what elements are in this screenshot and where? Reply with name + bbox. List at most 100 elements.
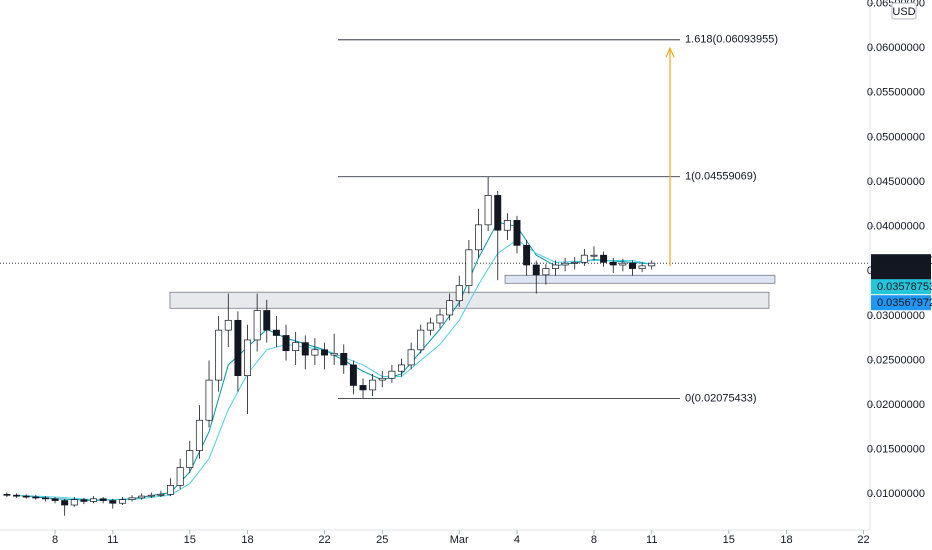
candle-body xyxy=(51,498,59,501)
fib-label: 1(0.04559069) xyxy=(685,171,757,183)
candle-body xyxy=(272,329,280,336)
y-tick-label: 0.05500000 xyxy=(867,87,925,99)
y-tick-label: 0.01500000 xyxy=(867,444,925,456)
candle-body xyxy=(176,467,184,486)
x-tick-label: 15 xyxy=(723,534,735,546)
candle-body xyxy=(590,254,598,257)
candle-body xyxy=(22,495,30,498)
indicator-label: 0.03578753 xyxy=(877,281,932,293)
candle-body xyxy=(61,500,69,506)
candle-body xyxy=(552,264,559,269)
currency-label: USD xyxy=(892,6,915,18)
candle-body xyxy=(513,220,521,246)
candle-body xyxy=(619,262,627,266)
candle-body xyxy=(330,352,338,356)
x-tick-label: 18 xyxy=(241,534,253,546)
candle-body xyxy=(109,500,117,504)
candle-body xyxy=(80,499,88,502)
candle-body xyxy=(359,385,367,391)
x-tick-label: 8 xyxy=(591,534,597,546)
candle-body xyxy=(580,254,588,263)
candle-body xyxy=(446,300,454,316)
indicator-label: 0.03567972 xyxy=(877,297,932,309)
x-tick-label: 18 xyxy=(780,534,792,546)
candle-body xyxy=(244,339,252,376)
candle-body xyxy=(90,498,98,502)
fib-label: 0(0.02075433) xyxy=(685,392,757,404)
candle-body xyxy=(561,262,569,266)
candle-body xyxy=(311,349,319,356)
candle-body xyxy=(436,314,444,324)
candle-body xyxy=(494,195,502,231)
indicator-badge xyxy=(871,295,931,311)
x-tick-label: Mar xyxy=(450,534,469,546)
y-tick-label: 0.04000000 xyxy=(867,221,925,233)
candle-body xyxy=(224,319,232,331)
candle-body xyxy=(99,498,107,501)
candle-body xyxy=(600,254,608,263)
candle-body xyxy=(388,370,396,379)
indicator-badge xyxy=(871,279,931,295)
fib-label: 1.618(0.06093955) xyxy=(685,34,778,46)
y-tick-label: 0.02500000 xyxy=(867,354,925,366)
candle-body xyxy=(407,349,415,366)
candle-body xyxy=(282,335,290,352)
candle-body xyxy=(41,497,49,500)
candle-body xyxy=(128,497,136,501)
candle-body xyxy=(465,249,473,286)
y-tick-label: 0.06000000 xyxy=(867,42,925,54)
candle-body xyxy=(118,499,126,504)
currency-badge xyxy=(891,2,917,20)
candle-body xyxy=(629,262,636,269)
candle-body xyxy=(369,379,377,391)
candle-body xyxy=(292,342,300,352)
candle-body xyxy=(234,319,242,376)
candle-body xyxy=(13,494,21,497)
x-tick-label: 4 xyxy=(514,534,520,546)
candle-body xyxy=(475,224,482,251)
candle-body xyxy=(426,322,434,331)
candle-body xyxy=(571,261,579,264)
candle-body xyxy=(340,352,348,366)
candle-body xyxy=(70,499,78,506)
candle-body xyxy=(398,364,405,372)
x-tick-label: 15 xyxy=(184,534,196,546)
countdown-label: 03:41:16 xyxy=(877,269,920,281)
candle-body xyxy=(609,261,617,266)
y-tick-label: 0.03000000 xyxy=(867,310,925,322)
y-tick-label: 0.05000000 xyxy=(867,131,925,143)
last-price-badge xyxy=(871,254,931,284)
candle-body xyxy=(253,310,261,341)
candle-body xyxy=(301,342,309,356)
candle-body xyxy=(195,419,203,451)
x-tick-label: 22 xyxy=(318,534,330,546)
candle-body xyxy=(147,494,155,497)
candle-body xyxy=(484,195,492,226)
candle-body xyxy=(167,485,175,495)
candle-body xyxy=(321,349,328,356)
candle-body xyxy=(138,495,146,499)
y-tick-label: 0.04500000 xyxy=(867,176,925,188)
last-price-label: 0.03590200 xyxy=(877,255,932,267)
x-tick-label: 25 xyxy=(376,534,388,546)
x-tick-label: 11 xyxy=(107,534,118,546)
candle-body xyxy=(205,379,213,421)
candle-body xyxy=(542,268,550,276)
arrow-head xyxy=(665,46,675,58)
y-tick-label: 0.02000000 xyxy=(867,399,925,411)
x-tick-label: 22 xyxy=(857,534,869,546)
candle-body xyxy=(349,364,357,386)
candle-body xyxy=(157,493,165,496)
candle-body xyxy=(186,450,194,468)
zone xyxy=(169,291,770,309)
candle-body xyxy=(648,262,656,267)
candle-body xyxy=(3,493,11,496)
candle-body xyxy=(263,310,271,331)
candle-body xyxy=(417,329,425,351)
candle-body xyxy=(503,220,511,231)
candle-body xyxy=(378,377,386,381)
y-tick-label: 0.01000000 xyxy=(867,488,925,500)
candle-body xyxy=(523,245,531,266)
x-tick-label: 11 xyxy=(646,534,657,546)
